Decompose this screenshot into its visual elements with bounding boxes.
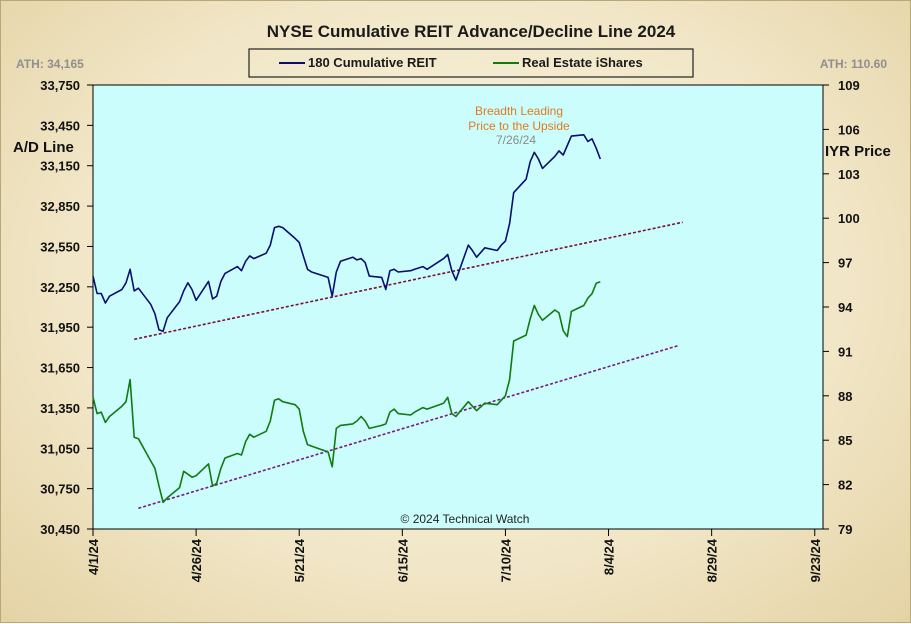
ath-right: ATH: 110.60 xyxy=(820,57,887,71)
left-axis: 30,450 30,750 31,050 31,350 31,650 31,950 32,2… xyxy=(40,78,93,537)
x-tick-label: 7/10/24 xyxy=(498,538,513,582)
right-tick-label: 97 xyxy=(838,256,852,271)
x-tick-label: 9/23/24 xyxy=(808,538,823,582)
right-tick-label: 85 xyxy=(838,433,852,448)
right-axis-title: IYR Price xyxy=(825,143,891,160)
x-tick-label: 6/15/24 xyxy=(395,538,410,582)
series-layer xyxy=(92,134,602,504)
ath-left: ATH: 34,165 xyxy=(16,57,84,71)
left-tick-label: 32,250 xyxy=(40,280,80,295)
plot-area xyxy=(92,84,824,530)
chart-title: NYSE Cumulative REIT Advance/Decline Lin… xyxy=(267,22,676,41)
left-tick-label: 31,650 xyxy=(40,361,80,376)
left-tick-label: 32,550 xyxy=(40,239,80,254)
left-tick-label: 33,150 xyxy=(40,159,80,174)
annotation-line-2: Price to the Upside xyxy=(468,119,570,133)
right-tick-label: 109 xyxy=(838,78,860,93)
left-tick-label: 33,450 xyxy=(40,118,80,133)
annotation-line-1: Breadth Leading xyxy=(475,104,563,118)
ad-line-series xyxy=(92,134,602,333)
right-tick-label: 91 xyxy=(838,344,852,359)
right-tick-label: 88 xyxy=(838,389,852,404)
x-tick-label: 5/21/24 xyxy=(292,538,307,582)
left-tick-label: 31,350 xyxy=(40,401,80,416)
x-tick-label: 4/1/24 xyxy=(86,538,101,575)
left-tick-label: 31,050 xyxy=(40,441,80,456)
left-tick-label: 33,750 xyxy=(40,78,80,93)
right-tick-label: 82 xyxy=(838,478,852,493)
right-tick-label: 94 xyxy=(838,300,853,315)
right-tick-label: 100 xyxy=(838,211,860,226)
left-axis-title: A/D Line xyxy=(13,139,74,156)
left-tick-label: 31,950 xyxy=(40,320,80,335)
annotation-date: 7/26/24 xyxy=(496,133,536,147)
legend-label-ad-line: 180 Cumulative REIT xyxy=(308,55,437,70)
right-axis: 79 82 85 88 91 94 97 100 103 106 109 xyxy=(823,78,860,537)
iyr-trendline xyxy=(138,344,679,510)
trendlines xyxy=(134,221,683,510)
left-tick-label: 30,450 xyxy=(40,522,80,537)
copyright-text: © 2024 Technical Watch xyxy=(401,512,530,526)
x-tick-label: 8/29/24 xyxy=(705,538,720,582)
x-tick-label: 8/4/24 xyxy=(602,538,617,575)
left-tick-label: 30,750 xyxy=(40,482,80,497)
right-tick-label: 103 xyxy=(838,167,860,182)
x-tick-label: 4/26/24 xyxy=(189,538,204,582)
x-axis: 4/1/24 4/26/24 5/21/24 6/15/24 7/10/24 8/4/24… xyxy=(86,529,823,582)
left-tick-label: 32,850 xyxy=(40,199,80,214)
iyr-price-series xyxy=(92,281,601,504)
right-tick-label: 106 xyxy=(838,122,860,137)
annotation: Breadth Leading Price to the Upside 7/26… xyxy=(468,104,570,147)
legend-box xyxy=(248,48,694,78)
ad-line-trendline xyxy=(134,221,683,341)
legend-label-iyr: Real Estate iShares xyxy=(522,55,643,70)
right-tick-label: 79 xyxy=(838,522,852,537)
legend: 180 Cumulative REIT Real Estate iShares xyxy=(248,48,694,78)
